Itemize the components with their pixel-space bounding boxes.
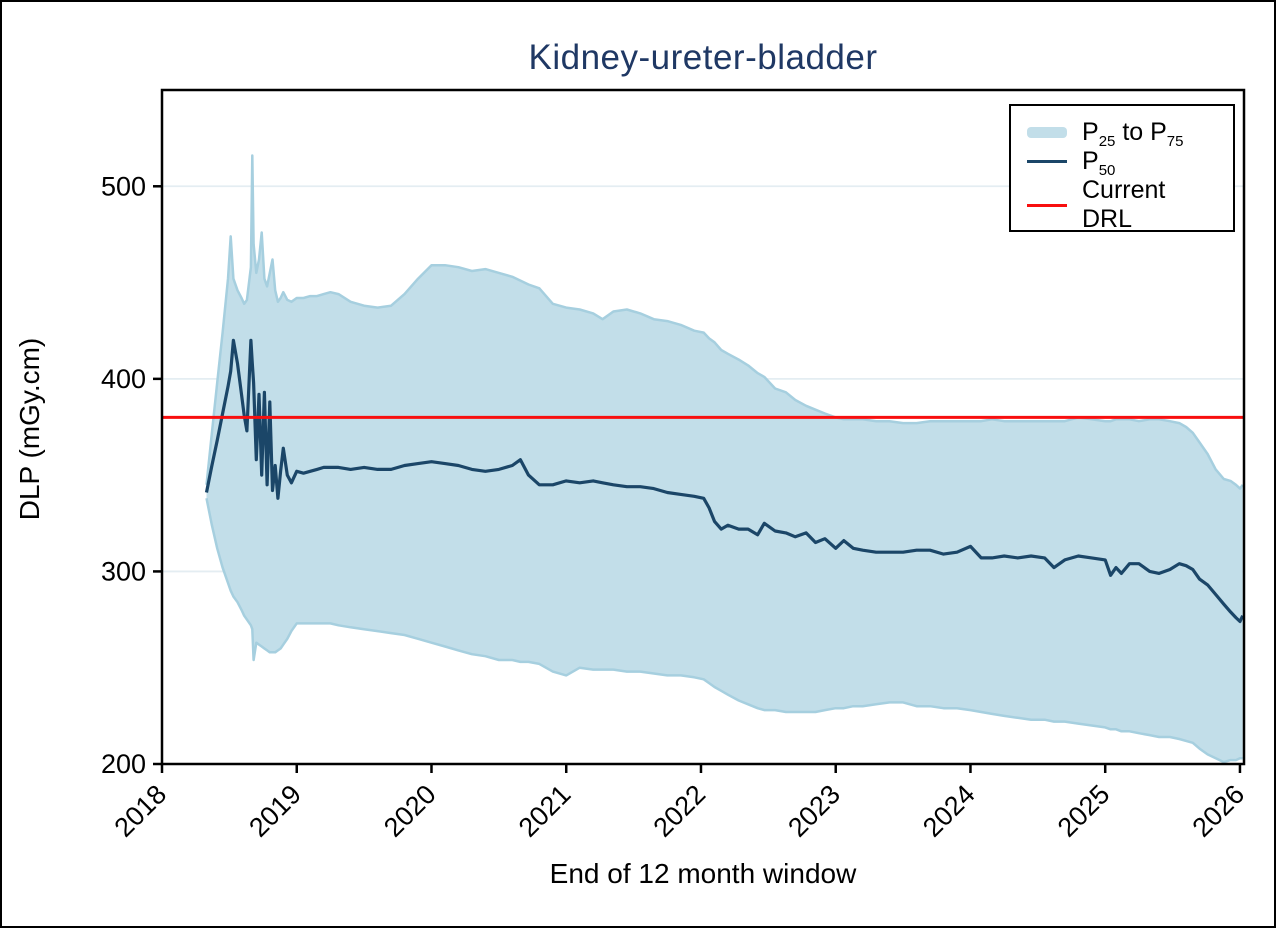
x-tick-label-2022: 2022 [648,779,712,843]
y-tick-label-200: 200 [101,749,146,779]
chart-title: Kidney-ureter-bladder [528,38,878,77]
current-drl-swatch [1027,203,1067,207]
x-tick-label-2023: 2023 [782,779,846,843]
x-tick-label-2018: 2018 [109,779,173,843]
legend-item-current-drl: Current DRL [1027,176,1217,234]
x-tick-label-2024: 2024 [917,779,981,843]
legend-label-current-drl: Current DRL [1082,176,1166,233]
legend: P25 to P75 P50 Current DRL [1009,104,1235,234]
x-tick-label-2025: 2025 [1052,779,1116,843]
y-tick-label-500: 500 [101,171,146,201]
x-tick-label-2020: 2020 [378,779,442,843]
x-tick-label-2026: 2026 [1187,779,1251,843]
x-axis-label: End of 12 month window [549,858,857,889]
x-tick-label-2019: 2019 [243,779,307,843]
legend-label-p25-p75-band: P25 to P75 [1082,118,1184,150]
p75-edge-line [205,154,1244,490]
plot-border [160,88,1246,766]
p25-p75-band-swatch [1027,127,1067,138]
legend-item-p50-median: P50 [1027,147,1217,179]
p25-edge-line [205,498,1243,764]
x-tick-label-2021: 2021 [513,779,577,843]
p50-median-swatch [1027,160,1067,163]
legend-label-p50-median: P50 [1082,147,1116,179]
p25-p75-band [206,155,1243,763]
y-tick-label-400: 400 [101,364,146,394]
p50-median-line [204,338,1245,624]
y-tick-label-300: 300 [101,556,146,586]
legend-item-p25-p75-band: P25 to P75 [1027,118,1217,150]
